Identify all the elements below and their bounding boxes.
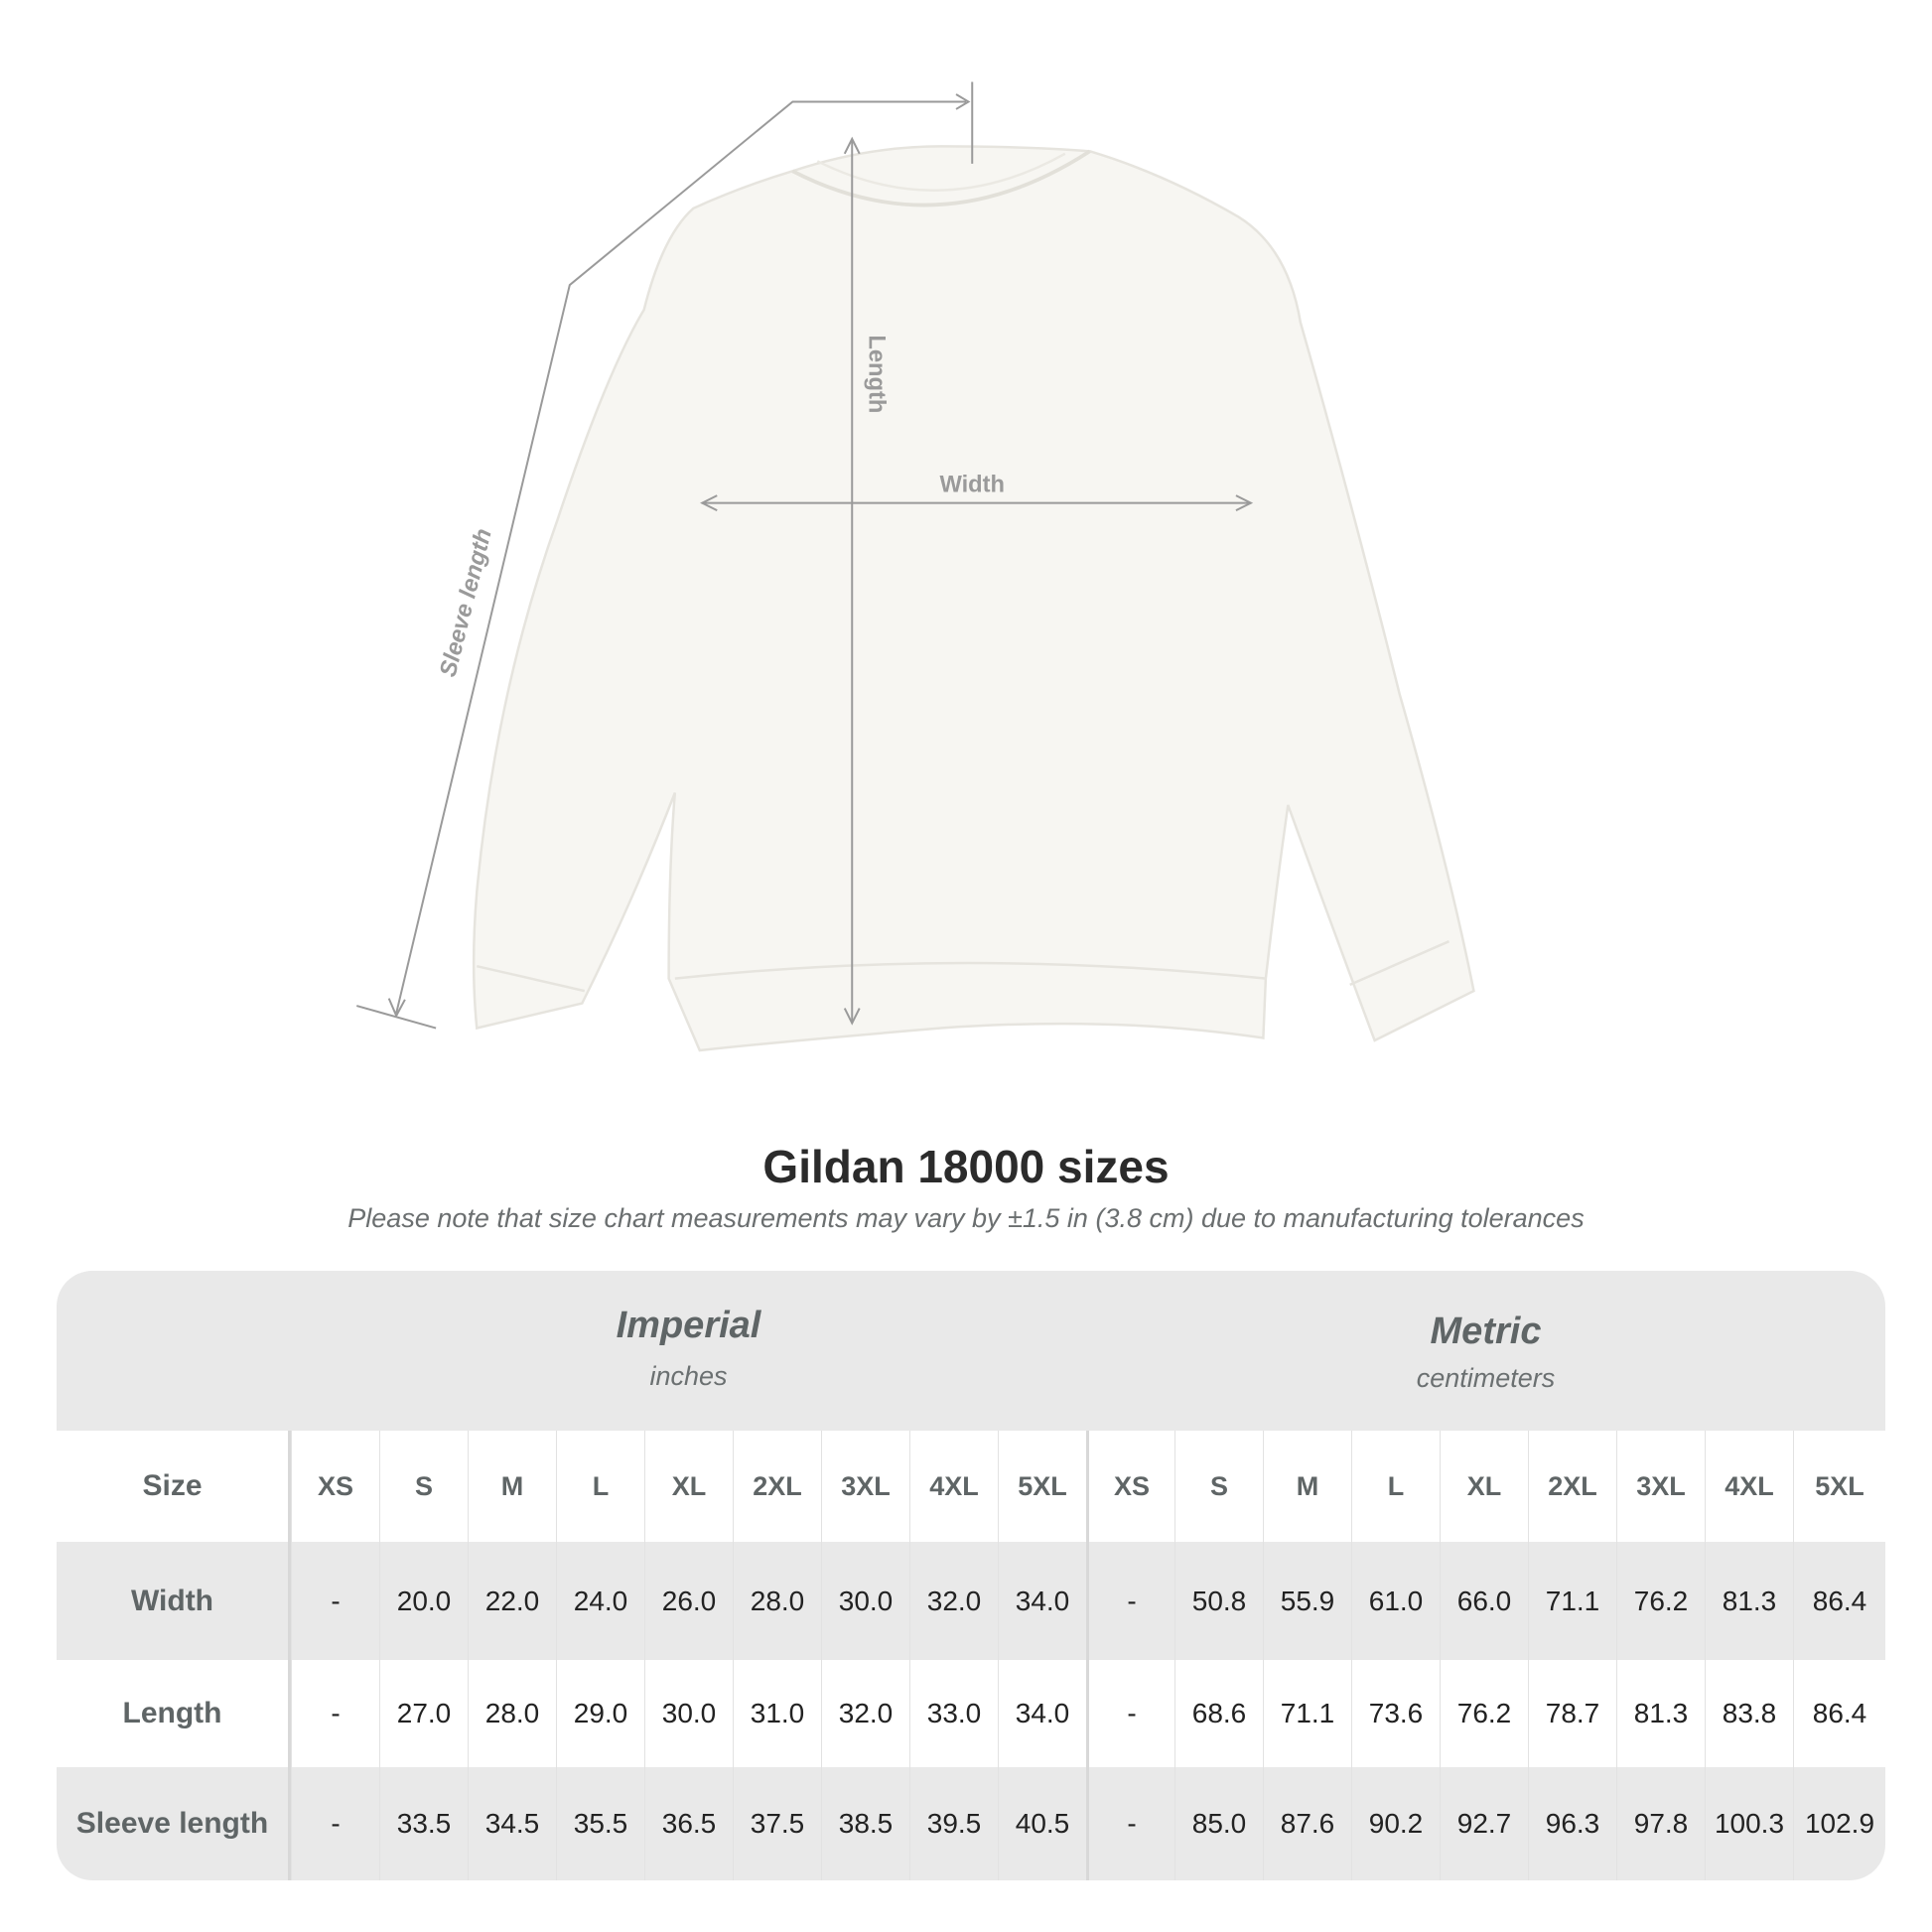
value-cell: -: [291, 1542, 379, 1660]
value-cell: 24.0: [556, 1542, 644, 1660]
value-cell: 90.2: [1351, 1767, 1440, 1880]
value-cell: 71.1: [1528, 1542, 1616, 1660]
row-label: Width: [57, 1542, 291, 1660]
value-cell: 33.5: [379, 1767, 468, 1880]
row-label: Sleeve length: [57, 1767, 291, 1880]
value-cell: 92.7: [1440, 1767, 1528, 1880]
value-cell: 36.5: [644, 1767, 733, 1880]
value-cell: -: [1086, 1767, 1174, 1880]
size-header-cell: XS: [1086, 1431, 1174, 1542]
size-header-cell: 3XL: [821, 1431, 909, 1542]
value-cell: 78.7: [1528, 1660, 1616, 1767]
value-cell: -: [1086, 1542, 1174, 1660]
size-header-cell: M: [468, 1431, 556, 1542]
value-cell: 100.3: [1705, 1767, 1793, 1880]
value-cell: 30.0: [644, 1660, 733, 1767]
value-cell: 28.0: [468, 1660, 556, 1767]
tolerance-note: Please note that size chart measurements…: [347, 1203, 1585, 1233]
value-cell: 50.8: [1174, 1542, 1263, 1660]
sweatshirt-illustration: [472, 145, 1475, 1052]
value-cell: 29.0: [556, 1660, 644, 1767]
row-label: Size: [57, 1431, 291, 1542]
value-cell: -: [291, 1767, 379, 1880]
size-header-cell: XL: [1440, 1431, 1528, 1542]
table-row: Sleeve length -33.5 34.5 35.5 36.5 37.5 38.5 39…: [57, 1767, 1885, 1880]
value-cell: 33.0: [909, 1660, 998, 1767]
size-header-cell: XL: [644, 1431, 733, 1542]
value-cell: 68.6: [1174, 1660, 1263, 1767]
value-cell: 86.4: [1793, 1542, 1885, 1660]
value-cell: 27.0: [379, 1660, 468, 1767]
table-row: Length -27.0 28.0 29.0 30.0 31.0 32.0 33.0 34.0-…: [57, 1660, 1885, 1767]
size-header-cell: 5XL: [998, 1431, 1086, 1542]
value-cell: 97.8: [1616, 1767, 1705, 1880]
imperial-title: Imperial: [616, 1305, 761, 1346]
size-table: Imperial inches Metric centimeters Size X…: [57, 1271, 1885, 1880]
metric-title: Metric: [1430, 1311, 1542, 1352]
value-cell: 22.0: [468, 1542, 556, 1660]
sleeve-length-line: [395, 100, 966, 1014]
size-header-cell: L: [1351, 1431, 1440, 1542]
value-cell: 96.3: [1528, 1767, 1616, 1880]
size-header-cell: XS: [291, 1431, 379, 1542]
size-header-cell: L: [556, 1431, 644, 1542]
value-cell: 37.5: [733, 1767, 821, 1880]
value-cell: 35.5: [556, 1767, 644, 1880]
sleeve-bottom-tick: [355, 1005, 437, 1030]
value-cell: 32.0: [909, 1542, 998, 1660]
value-cell: 66.0: [1440, 1542, 1528, 1660]
value-cell: 34.0: [998, 1542, 1086, 1660]
value-cell: 76.2: [1440, 1660, 1528, 1767]
value-cell: 61.0: [1351, 1542, 1440, 1660]
value-cell: 20.0: [379, 1542, 468, 1660]
value-cell: 87.6: [1263, 1767, 1351, 1880]
value-cell: 85.0: [1174, 1767, 1263, 1880]
value-cell: 30.0: [821, 1542, 909, 1660]
value-cell: 38.5: [821, 1767, 909, 1880]
sleeve-length-label: Sleeve length: [436, 526, 497, 679]
value-cell: 39.5: [909, 1767, 998, 1880]
value-cell: 73.6: [1351, 1660, 1440, 1767]
size-header-cell: 2XL: [733, 1431, 821, 1542]
metric-unit: centimeters: [1416, 1363, 1556, 1393]
value-cell: 28.0: [733, 1542, 821, 1660]
value-cell: 32.0: [821, 1660, 909, 1767]
imperial-header: Imperial inches: [291, 1271, 1086, 1431]
value-cell: 31.0: [733, 1660, 821, 1767]
value-cell: 76.2: [1616, 1542, 1705, 1660]
value-cell: 102.9: [1793, 1767, 1885, 1880]
size-header-cell: 3XL: [1616, 1431, 1705, 1542]
value-cell: 34.5: [468, 1767, 556, 1880]
imperial-unit: inches: [649, 1361, 728, 1391]
value-cell: 34.0: [998, 1660, 1086, 1767]
measurement-lines: [355, 81, 1254, 1030]
sweatshirt-diagram: Width Length Sleeve length: [355, 81, 1475, 1052]
value-cell: 83.8: [1705, 1660, 1793, 1767]
size-header-cell: 4XL: [1705, 1431, 1793, 1542]
value-cell: 81.3: [1616, 1660, 1705, 1767]
value-cell: 86.4: [1793, 1660, 1885, 1767]
size-header-cell: 5XL: [1793, 1431, 1885, 1542]
table-row: Width -20.0 22.0 24.0 26.0 28.0 30.0 32.0 34.0-5…: [57, 1542, 1885, 1660]
value-cell: 81.3: [1705, 1542, 1793, 1660]
chart-title: Gildan 18000 sizes: [762, 1141, 1170, 1192]
row-label: Length: [57, 1660, 291, 1767]
value-cell: -: [291, 1660, 379, 1767]
metric-header: Metric centimeters: [1086, 1271, 1885, 1431]
size-header-cell: 2XL: [1528, 1431, 1616, 1542]
value-cell: 55.9: [1263, 1542, 1351, 1660]
size-header-cell: S: [1174, 1431, 1263, 1542]
size-header-cell: 4XL: [909, 1431, 998, 1542]
value-cell: -: [1086, 1660, 1174, 1767]
value-cell: 40.5: [998, 1767, 1086, 1880]
value-cell: 26.0: [644, 1542, 733, 1660]
size-header-cell: M: [1263, 1431, 1351, 1542]
header-row: Size XS S M L XL 2XL 3XL 4XL 5XL XS S M L XL 2XL 3XL 4XL 5…: [57, 1431, 1885, 1542]
size-header-cell: S: [379, 1431, 468, 1542]
width-label: Width: [939, 472, 1005, 497]
value-cell: 71.1: [1263, 1660, 1351, 1767]
length-label: Length: [864, 335, 890, 413]
